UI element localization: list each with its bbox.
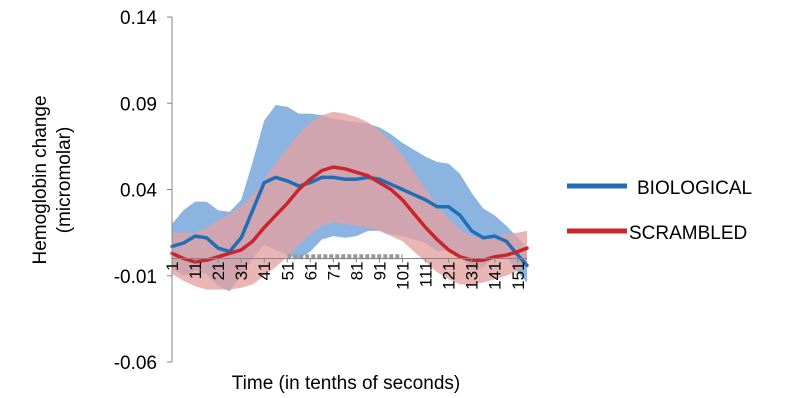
x-tick-label: 111: [417, 262, 436, 288]
x-tick-label: 151: [509, 262, 528, 290]
y-tick-label: 0.09: [120, 94, 157, 115]
legend-label-biological: BIOLOGICAL: [637, 178, 752, 199]
x-axis-title: Time (in tenths of seconds): [232, 373, 460, 394]
legend: BIOLOGICAL SCRAMBLED: [567, 178, 752, 244]
x-tick-label: 1: [163, 262, 182, 271]
x-tick-label: 21: [209, 262, 228, 281]
x-tick-label: 71: [324, 262, 343, 281]
x-tick-label: 11: [186, 262, 205, 280]
y-tick-label: -0.06: [114, 353, 157, 374]
y-axis-title-line-2: (micromolar): [54, 127, 75, 234]
x-tick-label: 131: [463, 262, 482, 290]
x-tick-label: 51: [278, 262, 297, 281]
x-tick-label: 81: [347, 262, 366, 281]
y-tick-label: 0.14: [120, 8, 157, 29]
x-tick-label: 91: [371, 262, 390, 281]
x-tick-label: 31: [232, 262, 251, 281]
x-tick-label: 41: [255, 262, 274, 281]
x-tick-label: 101: [394, 262, 413, 290]
y-axis-title-line-1: Hemoglobin change: [30, 95, 51, 264]
x-tick-label: 141: [486, 262, 505, 290]
legend-label-scrambled: SCRAMBLED: [629, 223, 747, 244]
y-tick-labels: 0.14 0.09 0.04 -0.01 -0.06: [114, 8, 172, 374]
y-tick-label: -0.01: [114, 267, 157, 288]
y-tick-label: 0.04: [120, 181, 157, 202]
x-tick-label: 121: [440, 262, 459, 290]
x-tick-label: 61: [301, 262, 320, 281]
